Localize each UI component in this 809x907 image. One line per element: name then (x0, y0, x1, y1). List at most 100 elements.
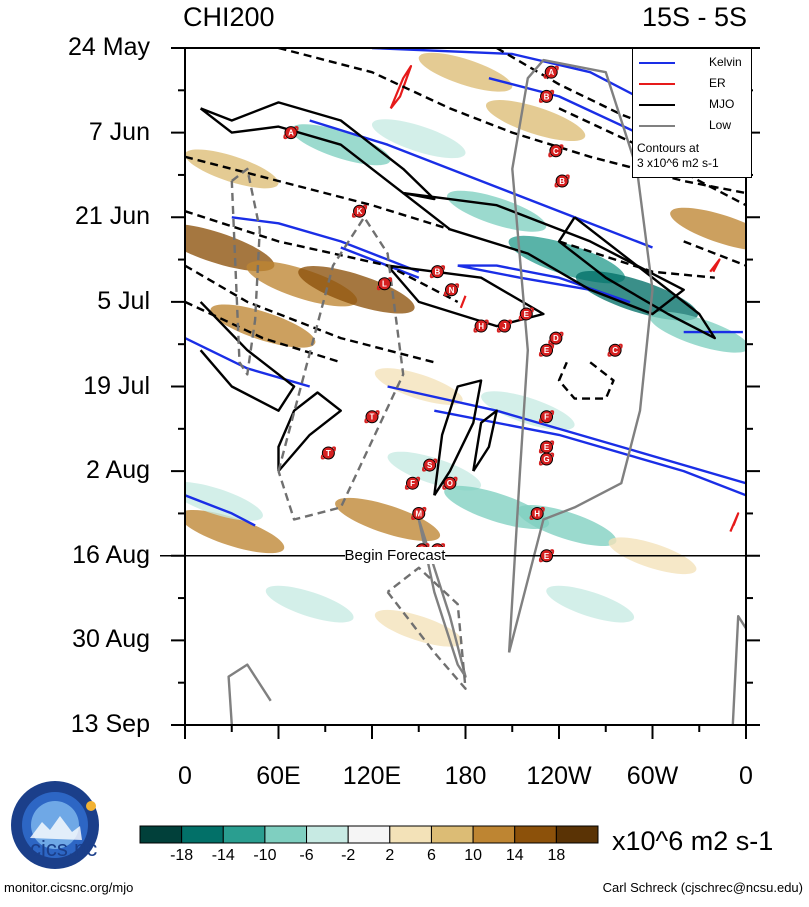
colorbar-swatch (555, 825, 599, 844)
anomaly-cell (374, 609, 463, 647)
anomaly-cell (670, 207, 746, 251)
legend-swatch (639, 125, 675, 127)
contour-mjo-negative (185, 264, 435, 364)
storm-letter: L (382, 280, 387, 289)
storm-letter: S (427, 461, 433, 470)
colorbar-swatch (430, 825, 474, 844)
colorbar-tick-label: -10 (253, 847, 276, 864)
y-tick-label: 19 Jul (83, 371, 150, 400)
storm-letter: T (370, 413, 375, 422)
storm-letter: E (544, 443, 550, 452)
x-tick-label: 180 (444, 762, 487, 790)
anomaly-cell (185, 223, 275, 272)
y-tick-label: 5 Jul (97, 286, 150, 315)
colorbar-tick-label: -18 (170, 847, 193, 864)
legend-label: Kelvin (709, 55, 742, 69)
site-url[interactable]: monitor.cicsnc.org/mjo (4, 880, 134, 895)
storm-letter: D (553, 334, 559, 343)
contour-kelvin (231, 216, 420, 273)
anomaly-shading (185, 52, 746, 647)
legend-label: Low (709, 118, 732, 132)
colorbar-tick-label: 10 (464, 847, 482, 864)
storm-letter: C (553, 147, 559, 156)
storm-letter: B (435, 268, 441, 277)
storm-marker: N (443, 283, 460, 297)
storm-marker: S (422, 458, 438, 472)
storm-letter: K (357, 207, 363, 216)
storm-letter: G (543, 455, 549, 464)
storm-letter: F (410, 479, 415, 488)
storm-letter: B (544, 92, 550, 101)
forecast-label: Begin Forecast (344, 546, 446, 564)
colorbar-swatch (181, 825, 224, 844)
storm-marker: E (538, 343, 555, 357)
storm-marker: H (473, 319, 489, 333)
colorbar-tick-label: 18 (547, 847, 565, 864)
storm-marker: B (554, 174, 570, 188)
contour-er (729, 512, 740, 533)
anomaly-cell (371, 119, 466, 159)
storm-marker: C (607, 343, 623, 357)
legend-label: MJO (709, 97, 735, 111)
storm-marker: G (538, 452, 555, 466)
storm-letter: E (524, 310, 530, 319)
colorbar-swatch (264, 825, 308, 844)
storm-letter: A (288, 129, 294, 138)
y-tick-label: 16 Aug (72, 540, 150, 569)
x-tick-label: 0 (739, 762, 753, 790)
anomaly-cell (185, 481, 263, 521)
storm-marker: H (529, 506, 545, 520)
colorbar-swatch (347, 825, 391, 844)
storm-letter: C (612, 346, 618, 355)
contour-low-dashed (230, 167, 261, 376)
colorbar-tick-label: 14 (506, 847, 524, 864)
storm-letter: H (478, 322, 484, 331)
contour-kelvin (185, 494, 256, 527)
anomaly-cell (265, 585, 354, 623)
y-tick-label: 2 Aug (86, 456, 150, 485)
contour-mjo-negative (558, 240, 715, 279)
y-tick-label: 7 Jun (88, 117, 150, 146)
contour-mjo-negative (185, 210, 459, 303)
x-tick-label: 120E (342, 762, 402, 790)
anomaly-cell (546, 585, 635, 623)
storm-marker: K (351, 204, 368, 218)
y-tick-label: 13 Sep (70, 710, 150, 738)
storm-marker: J (496, 319, 513, 333)
storm-letter: O (447, 479, 453, 488)
storm-letter: B (559, 177, 565, 186)
storm-letter: N (449, 286, 455, 295)
legend-note-line2: 3 x10^6 m2 s-1 (637, 156, 719, 170)
latitude-range-label: 15S - 5S (641, 2, 747, 32)
storm-marker: D (548, 331, 564, 345)
contour-low (417, 519, 467, 678)
legend-note-line1: Contours at (637, 141, 700, 155)
storm-marker: A (543, 65, 559, 79)
colorbar-tick-label: 6 (427, 847, 436, 864)
x-tick-label: 60W (626, 762, 679, 790)
contour-mjo-negative (683, 240, 746, 267)
anomaly-cell (335, 497, 441, 542)
storm-marker: T (364, 410, 380, 424)
legend-contour-note: Contours at 3 x10^6 m2 s-1 (637, 141, 719, 171)
legend-swatch (639, 62, 675, 64)
storm-marker: L (376, 277, 393, 291)
colorbar-swatch (222, 825, 266, 844)
contour-mjo (402, 191, 685, 316)
storm-letter: A (548, 68, 554, 77)
contour-mjo-negative (557, 361, 615, 400)
contour-kelvin (434, 409, 746, 497)
cics-logo (11, 781, 99, 869)
contour-mjo (277, 391, 342, 472)
contour-low (731, 615, 746, 725)
contour-low (227, 663, 272, 725)
contour-mjo (472, 409, 498, 472)
storm-marker: E (538, 440, 555, 454)
storm-letter: E (544, 552, 550, 561)
contour-kelvin (340, 246, 420, 279)
anomaly-cell (485, 100, 586, 142)
contour-mjo (557, 216, 716, 340)
y-tick-label: 21 Jun (74, 202, 150, 231)
colorbar-unit: x10^6 m2 s-1 (612, 826, 774, 856)
